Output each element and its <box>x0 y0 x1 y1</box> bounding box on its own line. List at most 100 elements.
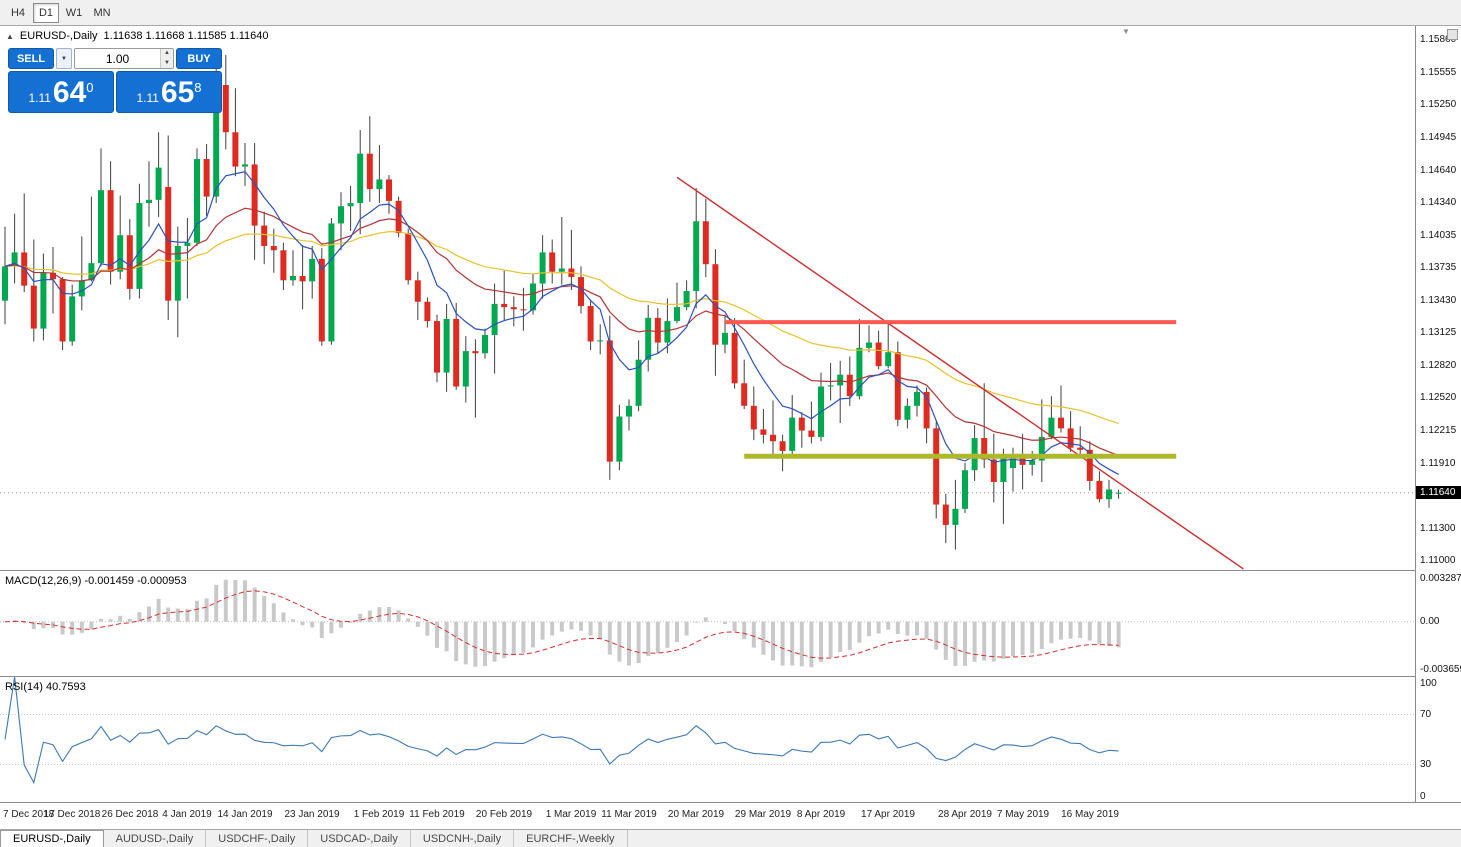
chart-ohlc-values: 1.11638 1.11668 1.11585 1.11640 <box>103 30 269 42</box>
scroll-corner-button[interactable] <box>1447 29 1458 40</box>
collapse-trade-panel-icon[interactable]: ▲ <box>6 31 14 41</box>
candle <box>558 268 565 272</box>
candle <box>606 340 613 462</box>
buy-price-pipette: 8 <box>194 80 202 95</box>
candle <box>98 190 104 264</box>
candle <box>520 309 527 311</box>
chart-header: ▲ EURUSD-,Daily 1.11638 1.11668 1.11585 … <box>6 30 269 42</box>
candle <box>856 347 863 397</box>
candle <box>923 391 930 429</box>
candle <box>674 307 680 322</box>
price-axis-label: 1.11000 <box>1420 555 1456 566</box>
candle <box>770 434 776 442</box>
volume-decrease-button[interactable]: ▼ <box>161 58 173 68</box>
candle <box>933 428 940 505</box>
price-axis-label: 1.13735 <box>1420 262 1457 273</box>
candle <box>798 417 805 431</box>
panel-divider[interactable] <box>0 802 1461 803</box>
candle <box>693 221 700 292</box>
date-label: 20 Mar 2019 <box>667 809 725 820</box>
rsi-line <box>4 677 1119 785</box>
candle <box>251 164 258 226</box>
chart-tab-eurchf-weekly[interactable]: EURCHF-,Weekly <box>514 830 628 847</box>
candle <box>462 351 469 387</box>
date-label: 26 Dec 2018 <box>101 809 159 820</box>
date-label: 11 Mar 2019 <box>601 809 657 820</box>
candle <box>50 272 56 280</box>
candle <box>443 318 450 373</box>
candle <box>750 405 757 430</box>
candle <box>491 303 498 336</box>
moving-average-21 <box>4 207 1119 457</box>
price-axis-label: 1.15555 <box>1420 67 1457 78</box>
macd-signal-line <box>4 590 1119 659</box>
moving-average-45 <box>4 231 1119 424</box>
moving-average-8 <box>4 171 1119 475</box>
main-price-chart[interactable] <box>0 26 1415 570</box>
current-price-tag: 1.11640 <box>1416 486 1461 499</box>
panel-divider[interactable] <box>0 570 1461 571</box>
sell-button[interactable]: SELL <box>8 48 54 69</box>
candle <box>117 235 124 272</box>
date-label: 1 Feb 2019 <box>353 809 405 820</box>
date-label: 17 Apr 2019 <box>861 809 915 820</box>
candle <box>270 245 277 251</box>
chart-shift-marker[interactable]: ▼ <box>1122 27 1130 36</box>
price-axis-label: 1.13430 <box>1420 295 1457 306</box>
candle <box>587 306 594 342</box>
chart-workspace: ▲ EURUSD-,Daily 1.11638 1.11668 1.11585 … <box>0 26 1461 829</box>
price-axis-label: 1.12215 <box>1420 425 1457 436</box>
chart-tab-usdcad-daily[interactable]: USDCAD-,Daily <box>308 830 411 847</box>
buy-button[interactable]: BUY <box>176 48 222 69</box>
date-axis[interactable]: 7 Dec 2018 17 Dec 2018 26 Dec 2018 4 Jan 20… <box>0 803 1415 829</box>
date-label: 1 Mar 2019 <box>545 809 597 820</box>
chart-tab-usdcnh-daily[interactable]: USDCNH-,Daily <box>411 830 515 847</box>
sell-price-pipette: 0 <box>86 80 94 95</box>
candle <box>174 245 181 301</box>
price-axis[interactable]: 1.15860 1.15555 1.15250 1.14945 1.14640 1.143… <box>1415 26 1461 802</box>
candle <box>203 159 210 197</box>
volume-input[interactable] <box>75 49 160 68</box>
chevron-down-icon: ▼ <box>61 55 67 62</box>
candle <box>1115 492 1122 494</box>
price-axis-label: 1.14945 <box>1420 132 1457 143</box>
candle <box>40 272 47 329</box>
macd-panel[interactable] <box>0 571 1415 676</box>
candle <box>376 179 383 190</box>
candle <box>1058 417 1064 429</box>
candle <box>827 385 834 387</box>
rsi-axis-0: 0 <box>1420 791 1426 802</box>
timeframe-button-w1[interactable]: W1 <box>65 6 83 19</box>
candle <box>626 405 632 417</box>
date-label: 20 Feb 2019 <box>475 809 533 820</box>
candle <box>635 359 642 406</box>
descending-trendline[interactable] <box>676 176 1244 570</box>
timeframe-button-d1[interactable]: D1 <box>33 2 59 23</box>
candle <box>434 321 440 373</box>
panel-divider[interactable] <box>0 676 1461 677</box>
chart-tab-audusd-daily[interactable]: AUDUSD-,Daily <box>104 830 207 847</box>
price-axis-label: 1.13125 <box>1420 327 1457 338</box>
candle <box>357 153 364 204</box>
buy-price-display[interactable]: 1.11 65 8 <box>116 71 222 113</box>
candle <box>779 441 786 451</box>
rsi-panel[interactable] <box>0 677 1415 802</box>
chart-tab-usdchf-daily[interactable]: USDCHF-,Daily <box>206 830 309 847</box>
date-label: 11 Feb 2019 <box>409 809 465 820</box>
chart-tab-eurusd-daily[interactable]: EURUSD-,Daily <box>0 830 104 847</box>
candle <box>78 280 85 297</box>
trade-options-dropdown[interactable]: ▼ <box>56 48 72 69</box>
rsi-axis-30: 30 <box>1420 759 1432 770</box>
candle <box>722 332 728 345</box>
sell-price-display[interactable]: 1.11 64 0 <box>8 71 114 113</box>
timeframe-button-h4[interactable]: H4 <box>10 6 26 19</box>
candle <box>616 416 623 462</box>
timeframe-button-mn[interactable]: MN <box>93 6 111 19</box>
candle <box>1106 489 1112 500</box>
candle <box>885 352 892 367</box>
buy-price-prefix: 1.11 <box>136 91 159 105</box>
candle <box>875 342 882 367</box>
volume-increase-button[interactable]: ▲ <box>161 49 173 59</box>
candle <box>789 417 796 451</box>
candle <box>942 504 949 525</box>
